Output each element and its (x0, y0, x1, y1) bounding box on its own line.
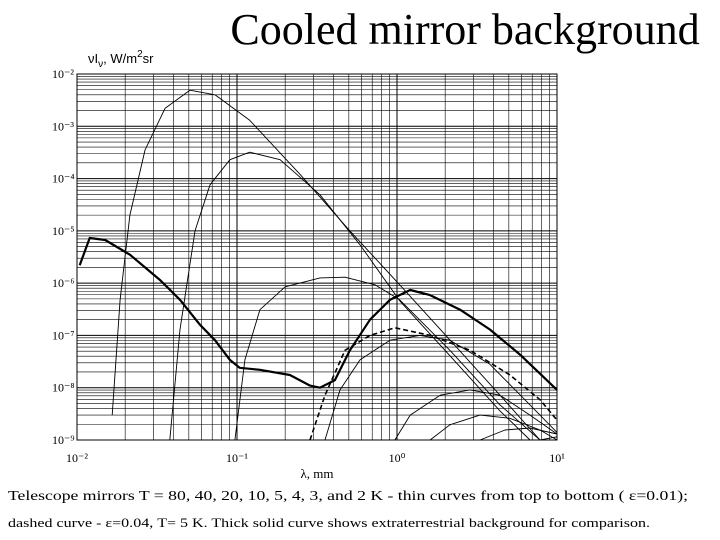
y-label-part: νI (88, 51, 98, 66)
curve (234, 276, 541, 441)
y-label-part: ν (98, 59, 103, 70)
x-tick-label: 10⁰ (389, 451, 406, 465)
chart-title: Cooled mirror background (230, 5, 699, 54)
y-label-part: 2 (137, 49, 143, 60)
y-tick-label: 10⁻³ (52, 119, 74, 133)
curve (111, 89, 541, 441)
y-tick-label: 10⁻⁶ (52, 276, 75, 290)
curve (169, 151, 531, 441)
x-tick-label: 10¹ (549, 451, 565, 465)
y-tick-label: 10⁻⁴ (52, 172, 75, 186)
x-tick-label: 10⁻² (66, 451, 88, 465)
y-tick-label: 10⁻⁵ (52, 224, 75, 238)
curve (429, 414, 558, 441)
y-tick-label: 10⁻² (52, 67, 74, 81)
curve (539, 436, 558, 441)
x-tick-label: 10⁻¹ (226, 451, 248, 465)
caption-line: dashed curve - ε=0.04, T= 5 K. Thick sol… (8, 515, 650, 530)
plot-frame (76, 73, 558, 441)
curve (78, 236, 558, 391)
curve (324, 334, 558, 441)
curve (479, 427, 558, 441)
y-axis-label: νIν, W/m2sr (88, 49, 154, 70)
y-label-part: sr (143, 51, 155, 66)
y-tick-label: 10⁻⁸ (52, 381, 75, 395)
x-axis-label: λ, mm (300, 466, 333, 481)
curve (394, 389, 558, 441)
y-tick-label: 10⁻⁷ (52, 328, 75, 342)
curve (309, 327, 558, 441)
caption-line: Telescope mirrors T = 80, 40, 20, 10, 5,… (8, 489, 688, 504)
y-label-part: , W/m (103, 51, 137, 66)
y-tick-label: 10⁻⁹ (52, 433, 75, 447)
